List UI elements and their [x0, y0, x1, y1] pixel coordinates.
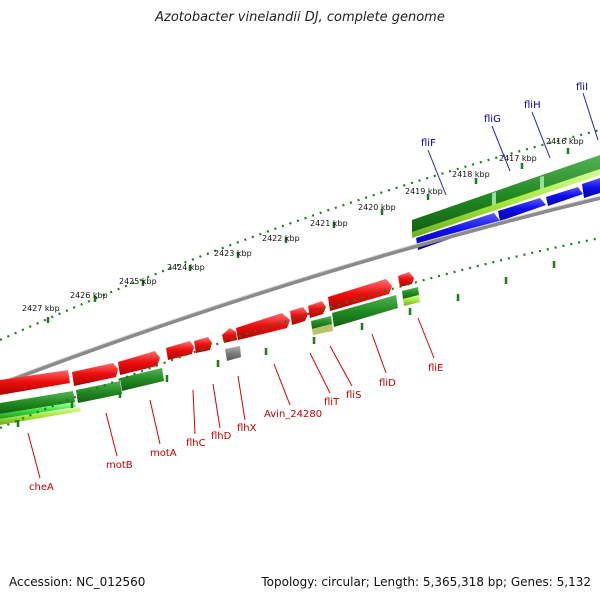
kbp-label: 2420 kbp: [358, 203, 396, 212]
inner-ruler: [0, 236, 600, 430]
gene-block-green: [402, 287, 419, 299]
gene-label-motb: motB: [106, 460, 133, 471]
gene-block-lightgreen: [312, 324, 333, 335]
top-gene-labels: fliF fliG fliH fliI: [421, 82, 588, 149]
inner-major-ticks: [16, 261, 556, 427]
gene-block-green: [311, 316, 332, 329]
kbp-label: 2416 kbp: [546, 137, 584, 146]
cds-arrow-red: [398, 272, 414, 287]
gene-block-lightgreen: [0, 407, 81, 425]
kbp-label: 2425 kbp: [119, 277, 157, 286]
kbp-label: 2417 kbp: [499, 154, 537, 163]
genome-backbone-highlight: [0, 195, 600, 383]
kbp-label: 2422 kbp: [262, 234, 300, 243]
leader-line: [27, 432, 41, 479]
cds-arrow-red: [194, 337, 212, 353]
genome-summary-text: Topology: circular; Length: 5,365,318 bp…: [261, 575, 591, 589]
bottom-gene-labels: cheA motB motA flhC flhD flhX Avin_24280…: [29, 363, 443, 493]
leader-line: [491, 125, 511, 172]
gene-label-flid: fliD: [379, 378, 396, 389]
gene-label-flif: fliF: [421, 138, 436, 149]
gene-label-flhd: flhD: [211, 431, 232, 442]
kbp-label: 2426 kbp: [70, 291, 108, 300]
gene-label-mota: motA: [150, 448, 177, 459]
gene-block-green: [332, 295, 398, 327]
gene-label-flih: fliH: [524, 100, 541, 111]
leader-line: [329, 345, 353, 387]
leader-line: [531, 111, 551, 159]
cds-arrow-red: [72, 363, 118, 386]
kbp-label: 2427 kbp: [22, 304, 60, 313]
accession-text: Accession: NC_012560: [9, 575, 146, 589]
cds-arrow-red: [308, 301, 326, 318]
upper-gene-tracks: [412, 155, 600, 250]
gene-block-green: [0, 391, 75, 414]
kbp-label: 2424 kbp: [167, 263, 205, 272]
cds-arrow-blue: [582, 178, 600, 198]
kbp-label: 2419 kbp: [405, 187, 443, 196]
kbp-label: 2421 kbp: [310, 219, 348, 228]
gene-block-green: [76, 381, 122, 403]
cds-arrow-blue: [498, 198, 546, 221]
leader-line: [417, 317, 435, 359]
leader-line: [427, 149, 447, 196]
gene-label-flig: fliG: [484, 114, 501, 125]
gene-block-lightgreen: [403, 295, 420, 306]
top-leader-lines: [427, 92, 599, 196]
gene-block-green: [412, 155, 600, 233]
gene-block-lightgreen: [412, 169, 600, 238]
gene-block-green-divider: [540, 176, 544, 192]
cds-block-gray: [225, 346, 241, 361]
leader-line: [371, 333, 387, 374]
forward-cds-track: [0, 272, 414, 395]
leader-line: [212, 383, 221, 429]
gene-label-flhx: flhX: [237, 423, 257, 434]
gene-label-chea: cheA: [29, 482, 54, 493]
gene-block-green-divider: [492, 192, 496, 208]
ruler-major-ticks: [46, 148, 570, 323]
leader-line: [273, 363, 291, 406]
gene-label-flis: fliS: [346, 390, 361, 401]
gene-label-avin-24280: Avin_24280: [264, 409, 322, 420]
cds-arrow-red: [290, 307, 308, 325]
cds-arrow-red: [328, 279, 392, 311]
leader-line: [149, 399, 161, 445]
leader-line: [105, 412, 118, 457]
cds-arrow-red: [0, 370, 70, 395]
cds-arrow-blue: [546, 187, 583, 206]
gene-label-flie: fliE: [428, 363, 443, 374]
gene-label-flit: fliT: [324, 397, 340, 408]
leader-line: [309, 352, 331, 394]
leader-line: [582, 92, 599, 141]
leader-line: [192, 389, 196, 435]
kbp-label: 2423 kbp: [214, 249, 252, 258]
genome-backbone: [0, 196, 600, 386]
gene-label-flii: fliI: [576, 82, 588, 93]
cds-arrow-red: [236, 313, 290, 340]
kbp-ruler: 2427 kbp 2426 kbp 2425 kbp 2424 kbp 2423…: [0, 128, 600, 342]
bottom-leader-lines: [27, 317, 435, 479]
gene-block-bright: [0, 402, 76, 419]
kbp-label: 2418 kbp: [452, 170, 490, 179]
inner-dotted-axis: [0, 236, 600, 430]
cds-arrow-red: [118, 351, 160, 375]
leader-line: [237, 375, 246, 421]
lower-gene-tracks: [0, 287, 420, 425]
map-title: Azotobacter vinelandii DJ, complete geno…: [155, 10, 445, 25]
gene-label-flhc: flhC: [186, 438, 206, 449]
gene-block-green: [120, 368, 164, 391]
